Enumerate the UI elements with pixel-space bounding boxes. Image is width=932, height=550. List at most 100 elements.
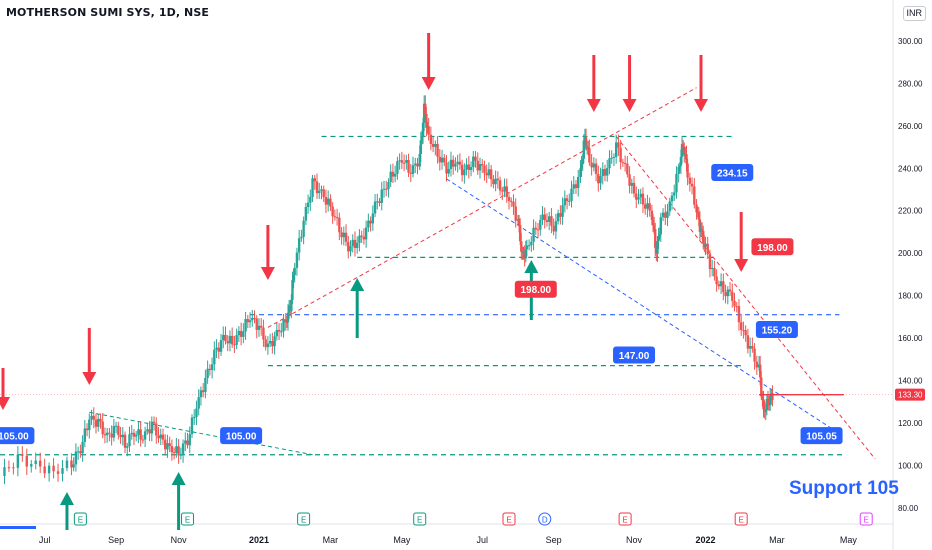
candle-body	[693, 186, 696, 205]
event-marker-label: E	[301, 516, 306, 525]
price-callout[interactable]	[755, 321, 798, 339]
candle-body	[635, 193, 638, 200]
candle-body	[746, 335, 750, 349]
rising-trendline	[267, 87, 697, 328]
candle-body	[103, 434, 107, 436]
candle-body	[65, 460, 69, 469]
candle-body	[159, 434, 162, 439]
candle-body	[291, 280, 294, 300]
candle-body	[608, 158, 611, 169]
candle-body	[233, 344, 236, 346]
earnings-marker[interactable]	[73, 512, 87, 526]
price-callout-label: 198.00	[521, 285, 552, 296]
candle-body	[143, 431, 147, 440]
price-callout[interactable]	[800, 427, 843, 445]
candle-body	[309, 197, 312, 203]
price-callout[interactable]	[220, 427, 263, 445]
candle-body	[465, 164, 468, 170]
candle-body	[715, 276, 718, 285]
candle-body	[373, 201, 377, 214]
candle-body	[673, 192, 676, 196]
candle-body	[652, 225, 656, 230]
candle-body	[239, 330, 243, 337]
event-marker-label: D	[542, 516, 548, 525]
currency-badge[interactable]: INR	[902, 6, 926, 21]
candle-body	[376, 201, 379, 203]
candle-body	[108, 432, 111, 434]
candle-body	[680, 144, 684, 157]
earnings-marker[interactable]	[502, 512, 516, 526]
earnings-marker[interactable]	[181, 512, 195, 526]
price-callout[interactable]	[514, 280, 557, 298]
price-callout[interactable]	[0, 427, 35, 445]
candle-body	[656, 241, 659, 254]
candle-body	[324, 196, 328, 205]
candle-body	[148, 429, 151, 434]
candle-body	[765, 399, 769, 411]
range-bar[interactable]	[0, 526, 36, 529]
candle-body	[617, 142, 620, 148]
candle-body	[547, 216, 551, 222]
candle-body	[228, 335, 232, 344]
candle-body	[561, 205, 564, 217]
candle-body	[85, 428, 89, 431]
candle-body	[396, 161, 399, 174]
y-tick-label: 240.00	[898, 164, 923, 173]
candle-body	[554, 221, 558, 232]
candle-body	[764, 410, 767, 412]
candle-body	[731, 291, 734, 301]
candle-body	[353, 239, 357, 249]
candle-body	[217, 347, 220, 352]
earnings-marker[interactable]	[413, 512, 427, 526]
earnings-marker[interactable]	[297, 512, 311, 526]
candle-body	[206, 368, 209, 378]
price-callout[interactable]	[613, 346, 656, 364]
down-arrow-head	[622, 99, 637, 112]
candle-body	[391, 171, 395, 177]
candle-body	[494, 178, 497, 185]
candle-body	[407, 159, 410, 173]
price-callout[interactable]	[711, 164, 754, 182]
candle-body	[333, 216, 337, 218]
last-price-value: 133.30	[898, 391, 923, 400]
candle-body	[621, 162, 625, 164]
candle-body	[425, 113, 428, 128]
candle-body	[306, 202, 310, 207]
candle-body	[761, 396, 764, 400]
candle-body	[248, 320, 252, 323]
earnings-marker[interactable]	[859, 512, 873, 526]
down-arrow-head	[586, 99, 601, 112]
candle-body	[695, 204, 698, 213]
candle-body	[347, 241, 350, 252]
earnings-marker[interactable]	[618, 512, 632, 526]
candle-body	[534, 227, 537, 230]
price-callout[interactable]	[751, 238, 794, 256]
candle-body	[161, 434, 165, 440]
price-callout-label: 105.05	[806, 432, 837, 443]
candle-body	[286, 312, 290, 323]
candle-body	[614, 142, 618, 157]
candle-body	[524, 249, 527, 259]
candle-body	[112, 426, 116, 438]
event-marker-label: E	[864, 516, 869, 525]
candle-body	[400, 160, 404, 163]
candle-body	[199, 390, 203, 398]
dividend-marker[interactable]	[538, 512, 552, 526]
candle-body	[101, 421, 104, 435]
earnings-marker[interactable]	[734, 512, 748, 526]
candle-body	[771, 393, 774, 400]
candle-body	[681, 144, 685, 147]
down-arrow-head	[0, 397, 10, 410]
candle-body	[311, 178, 314, 198]
candle-body	[556, 213, 560, 222]
x-tick-label: 2021	[249, 535, 269, 545]
candle-body	[242, 331, 245, 337]
candle-body	[204, 377, 207, 393]
candle-body	[438, 156, 442, 163]
y-tick-label: 160.00	[898, 334, 923, 343]
candle-body	[313, 178, 316, 182]
candle-body	[420, 136, 424, 141]
candle-body	[411, 165, 415, 174]
